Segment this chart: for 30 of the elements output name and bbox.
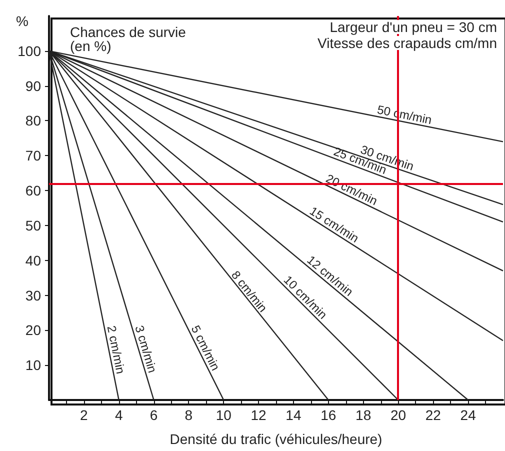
y-tick-label: 20 [25, 322, 42, 338]
x-tick-label: 14 [286, 407, 302, 423]
text: Chances de survie (en %) [70, 24, 190, 54]
y-tick-label: 90 [25, 78, 42, 94]
y-axis-title: % [16, 13, 28, 29]
x-tick-label: 4 [114, 407, 123, 423]
x-tick-label: 2 [80, 407, 88, 423]
annotation: Vitesse des crapauds cm/mn [318, 35, 498, 51]
x-tick-label: 8 [184, 407, 193, 423]
x-tick-label: 10 [216, 407, 232, 423]
x-tick-label: 24 [460, 407, 476, 423]
text: 3 cm/min [132, 324, 160, 374]
y-tick-label: 70 [25, 148, 42, 164]
x-tick-label: 16 [320, 407, 336, 423]
x-tick-label: 18 [356, 407, 372, 423]
x-tick-label: 12 [250, 407, 267, 423]
y-tick-label: 10 [25, 357, 42, 374]
text: 2 cm/min [104, 324, 128, 375]
y-tick-label: 30 [25, 287, 42, 304]
y-tick-label: 40 [25, 252, 42, 268]
y-tick-label: 100 [18, 42, 42, 59]
x-tick-label: 20 [390, 407, 406, 423]
x-tick-label: 6 [150, 407, 158, 423]
y-tick-label: 50 [25, 217, 42, 234]
x-axis-title: Densité du trafic (véhicules/heure) [170, 431, 382, 447]
y-tick-label: 80 [25, 112, 42, 129]
y-tick-label: 60 [25, 182, 42, 199]
x-tick-label: 22 [425, 407, 442, 423]
text: 50 cm/min [376, 102, 434, 128]
annotation: Largeur d'un pneu = 30 cm [330, 19, 498, 35]
